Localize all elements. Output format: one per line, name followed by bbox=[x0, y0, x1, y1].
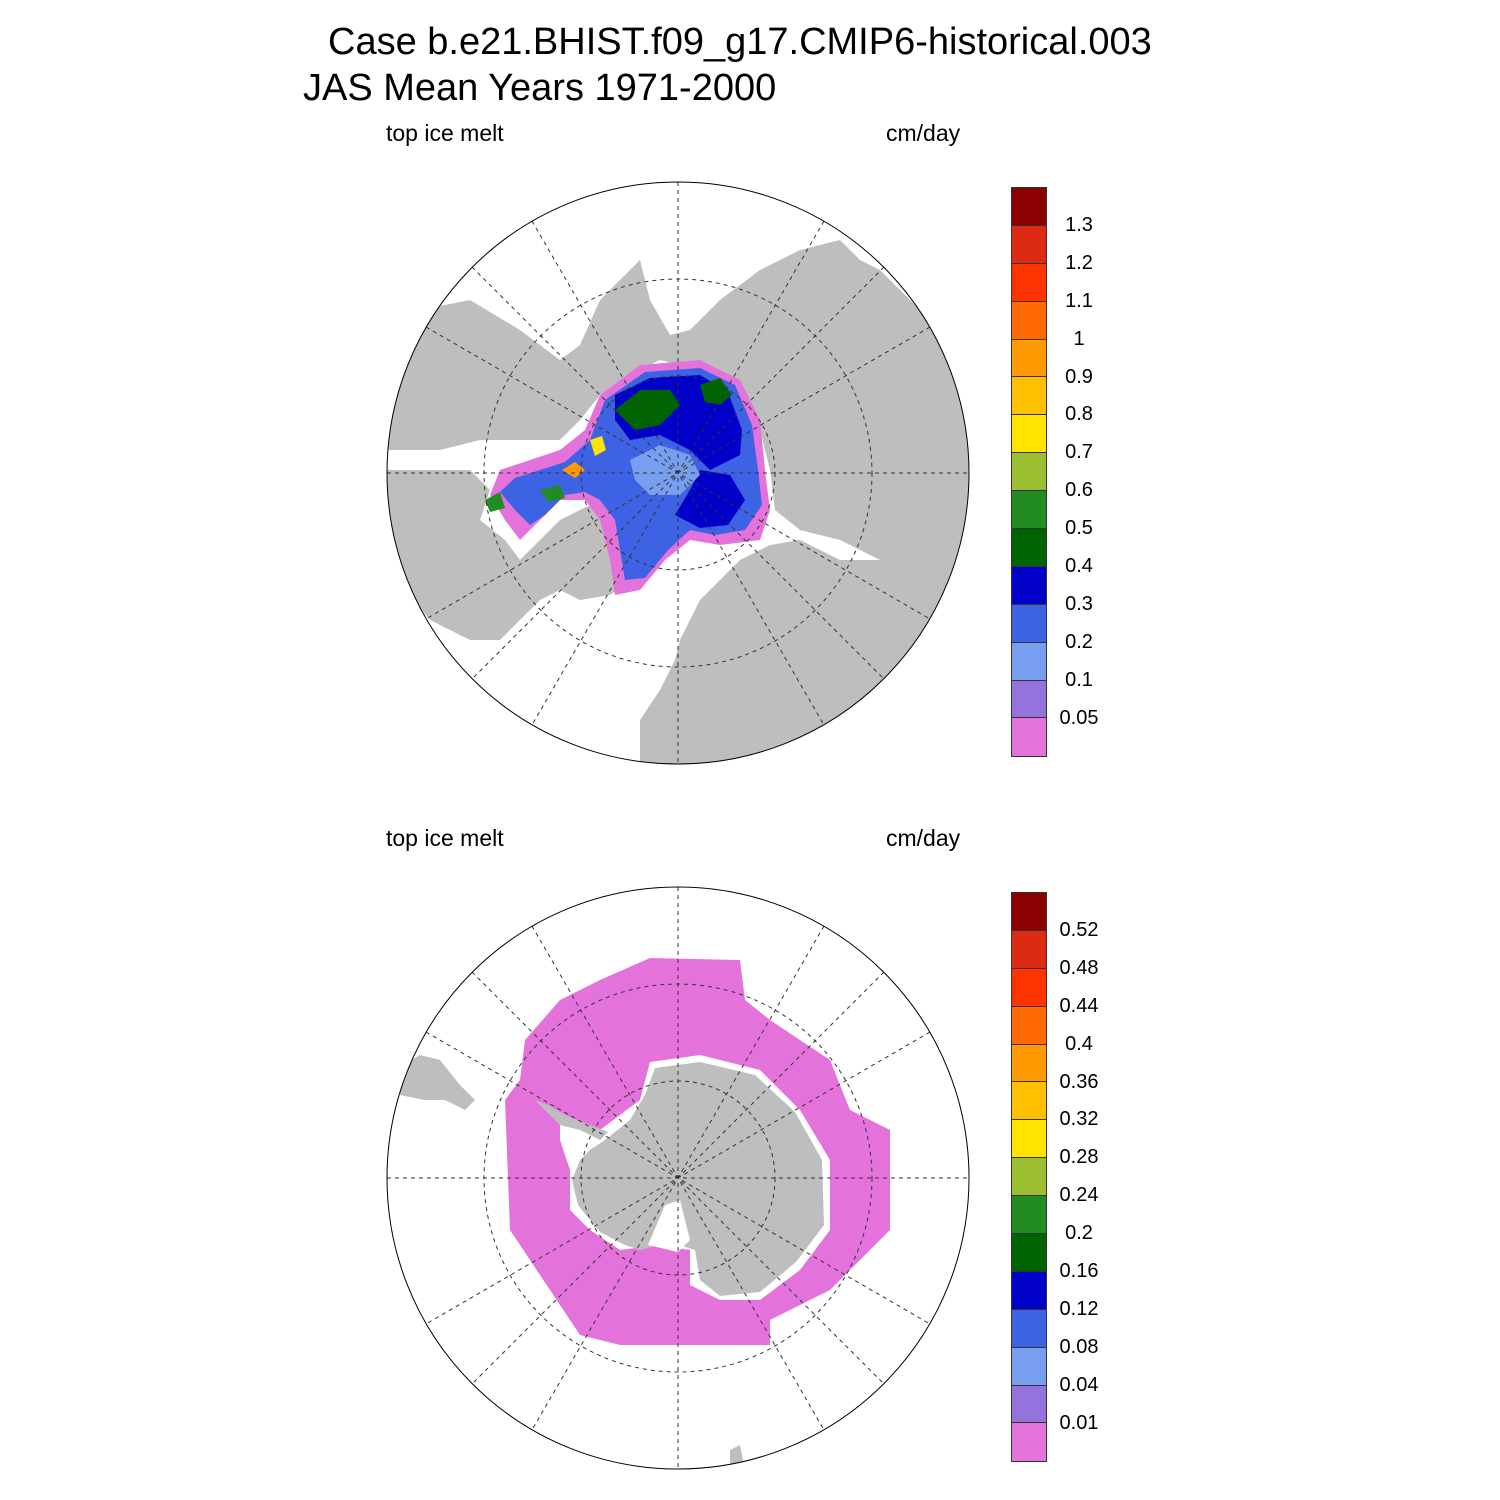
colorbar-box bbox=[1012, 529, 1046, 567]
sh-ice-shelf bbox=[648, 1200, 690, 1252]
colorbar-tick-label: 0.2 bbox=[1065, 630, 1093, 653]
nh-ice-green bbox=[540, 485, 565, 502]
colorbar-tick-label: 0.5 bbox=[1065, 517, 1093, 540]
sh-colorbar bbox=[1011, 892, 1047, 1463]
colorbar-box bbox=[1012, 930, 1046, 969]
colorbar-tick-label: 1.3 bbox=[1065, 213, 1093, 236]
nh-ice-green-west bbox=[485, 492, 505, 512]
colorbar-tick-label: 0.24 bbox=[1059, 1184, 1099, 1207]
colorbar-box bbox=[1012, 1423, 1046, 1462]
nh-ice-orange bbox=[562, 462, 585, 478]
nh-units-label: cm/day bbox=[886, 120, 961, 146]
sh-graticule bbox=[387, 887, 969, 1469]
colorbar-box bbox=[1012, 377, 1046, 416]
colorbar-box bbox=[1012, 1082, 1046, 1121]
colorbar-box bbox=[1012, 415, 1046, 454]
colorbar-tick-label: 0.7 bbox=[1065, 441, 1093, 464]
colorbar-tick-label: 0.16 bbox=[1059, 1260, 1099, 1282]
colorbar-tick-label: 0.2 bbox=[1065, 1222, 1093, 1245]
sh-units-label: cm/day bbox=[886, 825, 961, 851]
colorbar-tick-label: 1 bbox=[1073, 327, 1085, 350]
colorbar-tick-label: 0.28 bbox=[1059, 1146, 1099, 1169]
antarctic-map bbox=[387, 887, 969, 1469]
nh-land-asia bbox=[770, 470, 969, 560]
colorbar-tick-label: 0.12 bbox=[1059, 1297, 1099, 1320]
colorbar-tick-label: 0.01 bbox=[1059, 1411, 1099, 1434]
figure-title: Case b.e21.BHIST.f09_g17.CMIP6-historica… bbox=[328, 21, 1152, 63]
sh-variable-label: top ice melt bbox=[386, 825, 504, 851]
sh-sea-ice bbox=[505, 958, 890, 1345]
figure-subtitle: JAS Mean Years 1971-2000 bbox=[303, 67, 777, 109]
colorbar-tick-label: 0.9 bbox=[1065, 365, 1093, 388]
nh-ice-core-south bbox=[675, 470, 745, 528]
nh-land-eurasia-north bbox=[387, 240, 969, 470]
sh-land-peninsula bbox=[535, 1100, 608, 1140]
colorbar-box bbox=[1012, 1196, 1046, 1235]
colorbar-box bbox=[1012, 1234, 1046, 1272]
colorbar-tick-label: 0.36 bbox=[1059, 1070, 1099, 1093]
colorbar-box bbox=[1012, 1385, 1046, 1424]
colorbar-tick-label: 0.05 bbox=[1059, 706, 1099, 729]
nh-colorbar bbox=[1011, 187, 1047, 758]
colorbar-tick-label: 0.8 bbox=[1065, 403, 1093, 426]
nh-ice-high-melt-east bbox=[700, 378, 732, 405]
colorbar-box bbox=[1012, 225, 1046, 264]
colorbar-tick-label: 1.2 bbox=[1065, 251, 1093, 274]
colorbar-box bbox=[1012, 1347, 1046, 1386]
colorbar-box bbox=[1012, 301, 1046, 340]
colorbar-tick-label: 0.6 bbox=[1065, 479, 1093, 502]
sh-land-south-america bbox=[395, 1055, 475, 1110]
nh-graticule bbox=[387, 182, 969, 764]
colorbar-box bbox=[1012, 893, 1046, 931]
colorbar-box bbox=[1012, 1120, 1046, 1159]
colorbar-tick-label: 0.3 bbox=[1065, 592, 1093, 615]
colorbar-tick-label: 1.1 bbox=[1065, 289, 1093, 312]
colorbar-tick-label: 0.48 bbox=[1059, 956, 1099, 979]
colorbar-tick-label: 0.4 bbox=[1065, 1032, 1093, 1055]
nh-ice-high-melt bbox=[615, 390, 680, 430]
colorbar-box bbox=[1012, 1309, 1046, 1348]
colorbar-box bbox=[1012, 968, 1046, 1007]
colorbar-tick-label: 0.32 bbox=[1059, 1108, 1099, 1131]
sh-map-border bbox=[386, 886, 970, 1470]
colorbar-tick-label: 0.44 bbox=[1059, 994, 1099, 1017]
colorbar-box bbox=[1012, 491, 1046, 530]
nh-variable-label: top ice melt bbox=[386, 120, 504, 146]
nh-ice-mid bbox=[630, 445, 700, 495]
colorbar-box bbox=[1012, 1044, 1046, 1083]
colorbar-box bbox=[1012, 604, 1046, 643]
arctic-map bbox=[387, 182, 969, 764]
sh-land-antarctica bbox=[572, 1062, 824, 1296]
colorbar-box bbox=[1012, 263, 1046, 302]
colorbar-tick-label: 0.52 bbox=[1059, 918, 1099, 941]
colorbar-box bbox=[1012, 680, 1046, 719]
colorbar-box bbox=[1012, 566, 1046, 605]
colorbar-tick-label: 0.1 bbox=[1065, 668, 1093, 691]
colorbar-box bbox=[1012, 1006, 1046, 1045]
colorbar-tick-label: 0.4 bbox=[1065, 555, 1093, 577]
colorbar-box bbox=[1012, 718, 1046, 757]
colorbar-box bbox=[1012, 1271, 1046, 1310]
nh-ice-yellow bbox=[590, 436, 606, 456]
colorbar-box bbox=[1012, 1158, 1046, 1197]
colorbar-box bbox=[1012, 188, 1046, 226]
colorbar-tick-label: 0.04 bbox=[1059, 1373, 1099, 1396]
colorbar-box bbox=[1012, 642, 1046, 681]
colorbar-tick-label: 0.08 bbox=[1059, 1335, 1099, 1358]
colorbar-box bbox=[1012, 339, 1046, 378]
nh-map-border bbox=[386, 181, 970, 765]
colorbar-box bbox=[1012, 453, 1046, 492]
